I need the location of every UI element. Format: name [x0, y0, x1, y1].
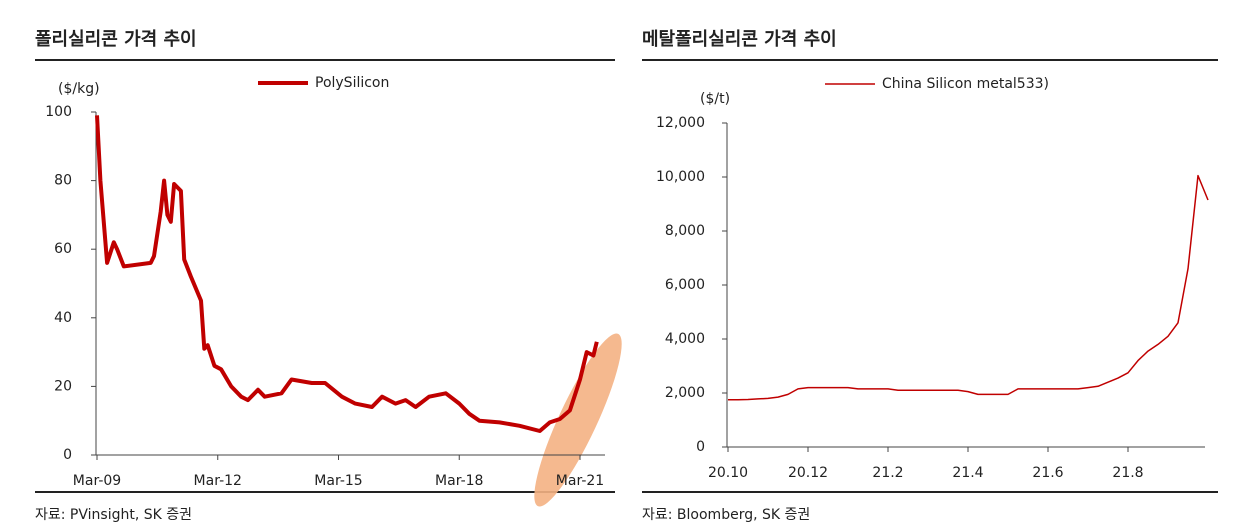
line: [728, 174, 1209, 401]
chart-title: 폴리실리콘 가격 추이: [35, 29, 197, 50]
y-tick-label: 2,000: [665, 385, 705, 401]
source: 자료: PVinsight, SK 증권: [35, 507, 192, 523]
y-tick-label: 100: [45, 104, 72, 120]
line: [95, 115, 599, 433]
chart-title: 메탈폴리실리콘 가격 추이: [642, 29, 837, 50]
y-axis-label: ($/t): [700, 91, 730, 107]
y-tick-label: 20: [54, 378, 72, 394]
x-tick-label: Mar-09: [73, 473, 121, 489]
x-tick-label: Mar-18: [435, 473, 483, 489]
legend-label: PolySilicon: [315, 75, 389, 91]
x-tick-label: 21.6: [1032, 465, 1063, 481]
x-tick-label: 20.10: [708, 465, 748, 481]
y-tick-label: 0: [696, 439, 705, 455]
x-tick-label: Mar-12: [194, 473, 242, 489]
y-tick-label: 8,000: [665, 223, 705, 239]
source: 자료: Bloomberg, SK 증권: [642, 507, 810, 523]
y-tick-label: 12,000: [656, 115, 705, 131]
x-tick-label: 21.8: [1112, 465, 1143, 481]
legend-label: China Silicon metal533): [882, 76, 1049, 92]
x-tick-label: 20.12: [788, 465, 828, 481]
y-tick-label: 60: [54, 241, 72, 257]
y-tick-label: 0: [63, 447, 72, 463]
y-tick-label: 10,000: [656, 169, 705, 185]
x-tick-label: Mar-21: [556, 473, 604, 489]
x-tick-label: 21.4: [952, 465, 983, 481]
y-tick-label: 4,000: [665, 331, 705, 347]
y-axis-label: ($/kg): [58, 81, 100, 97]
highlight: [534, 333, 622, 507]
x-tick-label: Mar-15: [314, 473, 362, 489]
y-tick-label: 80: [54, 173, 72, 189]
x-tick-label: 21.2: [872, 465, 903, 481]
y-tick-label: 6,000: [665, 277, 705, 293]
y-tick-label: 40: [54, 310, 72, 326]
